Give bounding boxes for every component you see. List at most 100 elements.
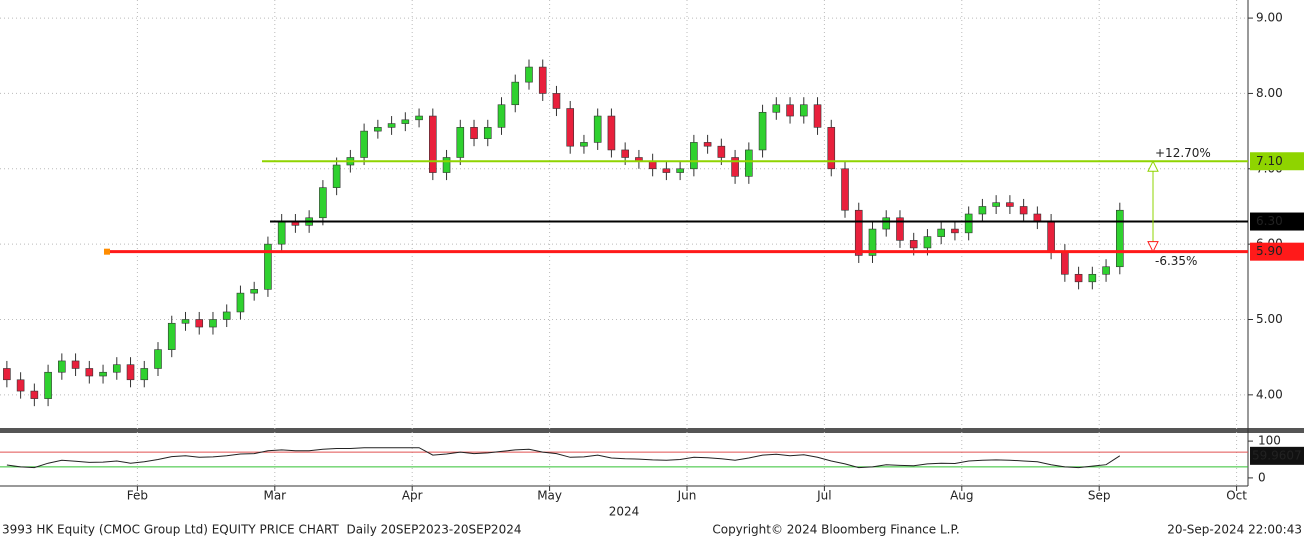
candle-body (236, 292, 245, 313)
candle-body (703, 142, 712, 147)
candle-body (827, 127, 836, 170)
candle-body (154, 349, 162, 369)
candle-body (621, 149, 629, 158)
x-axis-label: 2024 (609, 505, 640, 519)
candle-body (690, 142, 698, 170)
level-annotation: -6.35% (1155, 254, 1197, 268)
candle-body (58, 360, 66, 373)
candle-body (497, 104, 506, 128)
footer-left: 3993 HK Equity (CMOC Group Ltd) EQUITY P… (2, 523, 521, 537)
candle-body (552, 93, 561, 109)
indicator-value-label: 59.9607 (1252, 448, 1302, 462)
x-tick-label: Jul (816, 489, 831, 503)
candle-body (140, 368, 149, 381)
candle-body (209, 319, 217, 328)
candle-body (415, 115, 423, 121)
candle-body (964, 213, 973, 234)
x-tick-label: Apr (402, 489, 423, 503)
candle-body (1102, 266, 1110, 275)
candle-body (717, 145, 726, 158)
indicator-line (6, 447, 1121, 469)
level-label: 6.30 (1256, 214, 1283, 228)
candle-body (538, 66, 547, 94)
candle-body (71, 360, 80, 369)
candle-body (525, 66, 533, 83)
candle-body (1116, 209, 1124, 268)
x-tick-label: Aug (950, 489, 973, 503)
candle-body (511, 81, 520, 106)
candle-body (937, 228, 945, 237)
y2-tick-label: 100 (1258, 434, 1281, 448)
candle-body (429, 115, 437, 173)
y2-tick-label: 0 (1258, 470, 1266, 484)
candle-body (1047, 221, 1055, 252)
level-label: 5.90 (1256, 244, 1283, 258)
candle-body (566, 108, 575, 147)
candle-body (264, 243, 272, 290)
x-tick-label: Jun (677, 489, 697, 503)
candle-body (1074, 273, 1083, 283)
candle-body (841, 168, 849, 211)
candle-body (99, 371, 107, 377)
candle-body (868, 228, 877, 256)
candle-body (951, 228, 959, 234)
candle-body (250, 289, 258, 294)
candle-body (319, 187, 327, 219)
candle-body (882, 217, 891, 230)
indicator-value-box (1250, 446, 1304, 465)
candle-body (607, 115, 616, 151)
candle-body (112, 364, 121, 373)
candle-body (580, 142, 588, 147)
candle-body (85, 368, 94, 377)
arrow-head-up (1147, 160, 1159, 172)
candle-body (44, 371, 52, 399)
candle-body (277, 221, 286, 245)
candle-body (1061, 251, 1069, 275)
candle-body (978, 206, 987, 215)
candle-body (909, 240, 918, 249)
candle-body (854, 209, 863, 256)
candle-body (662, 168, 671, 173)
y-tick-label: 8.00 (1256, 86, 1283, 100)
candle-body (758, 111, 767, 151)
x-tick-label: May (537, 489, 562, 503)
x-tick-label: Feb (127, 489, 148, 503)
candle-body (442, 157, 451, 173)
candle-body (401, 119, 410, 124)
candle-body (195, 319, 204, 328)
candle-body (360, 130, 368, 158)
candle-body (1033, 213, 1042, 222)
candle-body (1006, 202, 1014, 207)
candle-body (813, 104, 822, 128)
candle-body (1088, 273, 1097, 283)
candle-body (374, 127, 382, 132)
candle-body (676, 168, 684, 173)
y-tick-label: 5.00 (1256, 312, 1283, 326)
x-tick-label: Oct (1226, 489, 1247, 503)
candle-body (1019, 206, 1028, 215)
level-handle (104, 248, 110, 255)
candle-body (923, 236, 932, 249)
level-annotation: +12.70% (1155, 146, 1211, 160)
panel-separator (0, 428, 1304, 433)
x-tick-label: Mar (263, 489, 286, 503)
candle-body (222, 311, 231, 320)
candle-body (992, 202, 1000, 207)
arrow-head-down (1147, 241, 1159, 253)
candle-body (745, 149, 753, 177)
candle-body (16, 379, 25, 392)
candle-body (799, 104, 808, 117)
candle-body (483, 127, 492, 139)
candle-body (387, 123, 396, 128)
level-box (1250, 152, 1304, 171)
candle-body (126, 364, 135, 381)
y-tick-label: 4.00 (1256, 387, 1283, 401)
candle-body (181, 319, 190, 324)
candle-body (3, 368, 11, 381)
candle-body (332, 164, 341, 188)
candle-body (772, 104, 781, 113)
candle-body (167, 322, 176, 350)
candle-body (470, 127, 478, 139)
